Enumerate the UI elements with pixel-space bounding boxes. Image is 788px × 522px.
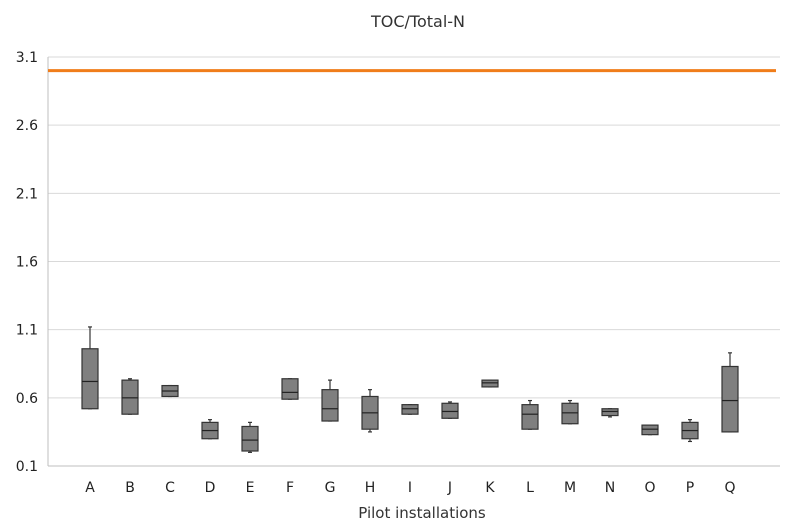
y-tick-label: 1.6 <box>16 255 38 271</box>
box-body <box>601 408 619 417</box>
x-tick-label: G <box>325 480 336 496</box>
box-body <box>401 404 419 415</box>
y-tick-label: 3.1 <box>16 50 38 66</box>
box-L <box>521 399 539 430</box>
box-body <box>521 404 539 430</box>
x-tick-label: D <box>205 480 216 496</box>
y-tick-label: 1.1 <box>16 323 38 339</box>
box-body <box>441 402 459 419</box>
x-tick-label: H <box>365 480 376 496</box>
x-tick-label: O <box>644 480 655 496</box>
box-Q <box>721 352 739 433</box>
box-B <box>121 378 139 415</box>
box-K <box>481 379 499 388</box>
box-C <box>161 384 179 398</box>
box-body <box>721 365 739 433</box>
box-F <box>281 378 299 400</box>
box-body <box>321 389 339 422</box>
y-tick-label: 2.1 <box>16 186 38 202</box>
y-tick-label: 0.1 <box>16 459 38 475</box>
box-M <box>561 399 579 425</box>
x-tick-label: F <box>286 480 294 496</box>
box-J <box>441 401 459 419</box>
x-tick-label: L <box>526 480 534 496</box>
x-tick-label: C <box>165 480 175 496</box>
chart-title: TOC/Total-N <box>370 12 465 31</box>
box-body <box>481 379 499 388</box>
x-tick-label: N <box>605 480 615 496</box>
box-E <box>241 421 259 453</box>
box-body <box>281 378 299 400</box>
x-tick-label: I <box>408 480 412 496</box>
box-A <box>81 326 99 410</box>
gridlines <box>48 56 780 399</box>
y-tick-label: 2.6 <box>16 118 38 134</box>
box-P <box>681 419 699 443</box>
box-I <box>401 404 419 415</box>
box-body <box>641 424 659 436</box>
x-tick-label: Q <box>724 480 735 496</box>
y-axis-ticks: 3.1 2.6 2.1 1.6 1.1 0.6 0.1 <box>16 50 38 475</box>
x-tick-label: M <box>564 480 576 496</box>
box-H <box>361 389 379 433</box>
x-tick-label: P <box>686 480 694 496</box>
box-D <box>201 419 219 440</box>
x-tick-label: K <box>485 480 495 496</box>
x-axis-label: Pilot installations <box>358 504 486 522</box>
box-O <box>641 424 659 436</box>
box-G <box>321 379 339 422</box>
box-body <box>561 402 579 425</box>
box-body <box>81 348 99 410</box>
x-axis-categories: A B C D E F G H I J K L M N O P Q <box>85 480 735 496</box>
x-tick-label: A <box>85 480 95 496</box>
x-tick-label: E <box>246 480 255 496</box>
box-N <box>601 408 619 418</box>
box-body <box>121 379 139 415</box>
x-tick-label: J <box>447 480 452 496</box>
boxes <box>81 326 739 453</box>
x-tick-label: B <box>125 480 135 496</box>
y-tick-label: 0.6 <box>16 391 38 407</box>
box-body <box>241 425 259 452</box>
